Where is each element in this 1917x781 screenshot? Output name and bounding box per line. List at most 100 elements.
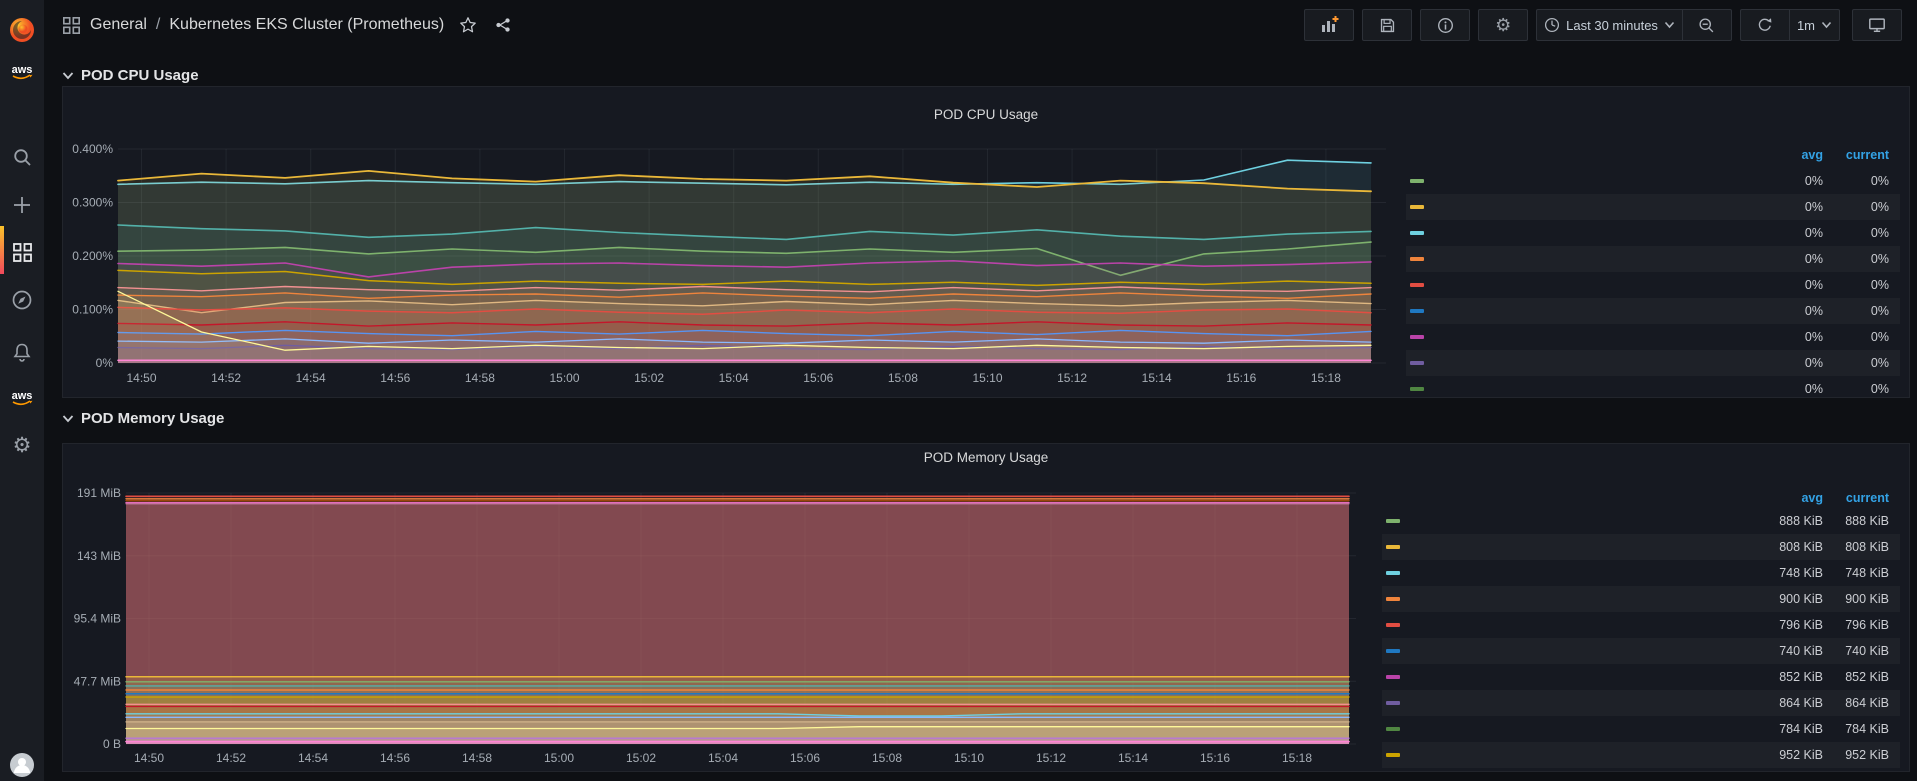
- legend-row[interactable]: 0% 0%: [1406, 350, 1900, 376]
- sidebar-item-dashboards[interactable]: [0, 226, 44, 274]
- legend-row[interactable]: 0% 0%: [1406, 220, 1900, 246]
- legend-current-value: 0%: [1870, 356, 1889, 370]
- legend-row[interactable]: 808 KiB 808 KiB: [1382, 534, 1900, 560]
- gear-icon: ⚙: [1495, 15, 1512, 35]
- y-axis-label: 143 MiB: [77, 549, 121, 563]
- row-toggle-memory[interactable]: POD Memory Usage: [62, 406, 224, 430]
- legend-row[interactable]: 0% 0%: [1406, 272, 1900, 298]
- add-panel-button[interactable]: [1304, 9, 1355, 41]
- legend-row[interactable]: 852 KiB 852 KiB: [1382, 664, 1900, 690]
- sidebar-item-profile[interactable]: [0, 745, 44, 781]
- sidebar-item-settings[interactable]: ⚙: [0, 425, 44, 465]
- grafana-logo-icon: [10, 18, 34, 42]
- legend-current-value: 808 KiB: [1845, 540, 1889, 554]
- legend-row[interactable]: 0% 0%: [1406, 298, 1900, 324]
- series-color-swatch: [1410, 309, 1424, 313]
- section-title-memory: POD Memory Usage: [81, 409, 225, 427]
- legend-avg-value: 864 KiB: [1779, 696, 1823, 710]
- sidebar-item-create[interactable]: [0, 185, 44, 225]
- refresh-interval-picker[interactable]: 1m: [1788, 9, 1840, 41]
- legend-header-avg[interactable]: avg: [1801, 491, 1823, 505]
- svg-text:aws: aws: [12, 64, 33, 76]
- x-axis-label: 15:10: [972, 371, 1002, 385]
- chevron-down-icon: [1664, 21, 1675, 29]
- time-range-label: Last 30 minutes: [1566, 17, 1658, 33]
- save-dashboard-button[interactable]: [1362, 9, 1413, 41]
- legend-header-avg[interactable]: avg: [1801, 148, 1823, 162]
- legend-row[interactable]: 0% 0%: [1406, 324, 1900, 350]
- series-color-swatch: [1410, 231, 1424, 235]
- dashboard-info-button[interactable]: [1420, 9, 1471, 41]
- sidebar-item-aws[interactable]: aws: [0, 52, 44, 92]
- breadcrumb-folder[interactable]: General: [90, 16, 147, 33]
- legend-header-current[interactable]: current: [1845, 148, 1889, 162]
- x-axis-label: 14:56: [380, 371, 410, 385]
- share-icon[interactable]: [494, 16, 512, 34]
- legend-avg-value: 900 KiB: [1779, 592, 1823, 606]
- search-icon: [13, 148, 31, 166]
- series-color-swatch: [1386, 623, 1400, 627]
- series-color-swatch: [1386, 597, 1400, 601]
- x-axis-label: 14:54: [298, 751, 328, 765]
- x-axis-label: 15:04: [708, 751, 738, 765]
- zoom-out-button[interactable]: [1681, 9, 1732, 41]
- y-axis-label: 95.4 MiB: [74, 612, 121, 626]
- refresh-button[interactable]: [1739, 9, 1789, 41]
- x-axis-label: 14:58: [462, 751, 492, 765]
- series-color-swatch: [1386, 571, 1400, 575]
- legend-current-value: 0%: [1870, 226, 1889, 240]
- x-axis-label: 15:02: [626, 751, 656, 765]
- y-axis-label: 191 MiB: [77, 486, 121, 500]
- legend-row[interactable]: 864 KiB 864 KiB: [1382, 690, 1900, 716]
- legend-header: avg current: [1382, 485, 1900, 511]
- legend-row[interactable]: 0% 0%: [1406, 246, 1900, 272]
- legend-avg-value: 740 KiB: [1779, 644, 1823, 658]
- legend-header-current[interactable]: current: [1845, 491, 1889, 505]
- sidebar-item-explore[interactable]: [0, 280, 44, 320]
- refresh-group: 1m: [1739, 9, 1840, 41]
- legend-row[interactable]: 0% 0%: [1406, 168, 1900, 194]
- series-color-swatch: [1386, 701, 1400, 705]
- dashboard-settings-button[interactable]: ⚙: [1478, 9, 1529, 41]
- legend-row[interactable]: 900 KiB 900 KiB: [1382, 586, 1900, 612]
- series-color-swatch: [1410, 283, 1424, 287]
- panel-title-memory[interactable]: POD Memory Usage: [923, 450, 1049, 465]
- legend-avg-value: 0%: [1804, 174, 1823, 188]
- memory-chart[interactable]: 191 MiB 143 MiB 95.4 MiB 47.7 MiB 0 B 14:50 14…: [63, 444, 1910, 772]
- sidebar-item-search[interactable]: [0, 137, 44, 177]
- legend-current-value: 864 KiB: [1845, 696, 1889, 710]
- grafana-logo[interactable]: [0, 10, 44, 50]
- dashboards-grid-icon: [12, 242, 32, 262]
- x-axis-label: 15:00: [544, 751, 574, 765]
- row-toggle-cpu[interactable]: POD CPU Usage: [62, 63, 199, 87]
- cycle-view-mode-button[interactable]: [1852, 9, 1902, 41]
- time-range-picker[interactable]: Last 30 minutes: [1536, 9, 1682, 41]
- x-axis-label: 15:16: [1226, 371, 1256, 385]
- x-axis-label: 15:12: [1057, 371, 1087, 385]
- sidebar-item-alerting[interactable]: [0, 332, 44, 372]
- chevron-down-icon: [62, 414, 74, 422]
- cpu-chart[interactable]: 0.400% 0.300% 0.200% 0.100% 0% 14:50 14:52 14:5…: [63, 87, 1910, 398]
- legend-avg-value: 748 KiB: [1779, 566, 1823, 580]
- y-axis-label: 0.100%: [72, 303, 113, 317]
- legend-row[interactable]: 796 KiB 796 KiB: [1382, 612, 1900, 638]
- legend-row[interactable]: 740 KiB 740 KiB: [1382, 638, 1900, 664]
- legend-row[interactable]: 888 KiB 888 KiB: [1382, 508, 1900, 534]
- x-axis-label: 14:50: [126, 371, 156, 385]
- legend-row[interactable]: 784 KiB 784 KiB: [1382, 716, 1900, 742]
- panel-title-cpu[interactable]: POD CPU Usage: [933, 107, 1039, 122]
- x-axis-label: 15:18: [1311, 371, 1341, 385]
- legend-row[interactable]: 952 KiB 952 KiB: [1382, 742, 1900, 768]
- legend-avg-value: 0%: [1804, 252, 1823, 266]
- series-color-swatch: [1410, 179, 1424, 183]
- x-axis-label: 14:52: [211, 371, 241, 385]
- star-icon[interactable]: [459, 16, 477, 34]
- legend-row[interactable]: 0% 0%: [1406, 376, 1900, 397]
- legend-row[interactable]: 0% 0%: [1406, 194, 1900, 220]
- legend-row[interactable]: 748 KiB 748 KiB: [1382, 560, 1900, 586]
- series-color-swatch: [1410, 205, 1424, 209]
- legend-avg-value: 796 KiB: [1779, 618, 1823, 632]
- sidebar-item-aws-2[interactable]: aws: [0, 378, 44, 418]
- breadcrumb-dashboard-title[interactable]: Kubernetes EKS Cluster (Prometheus): [169, 16, 445, 33]
